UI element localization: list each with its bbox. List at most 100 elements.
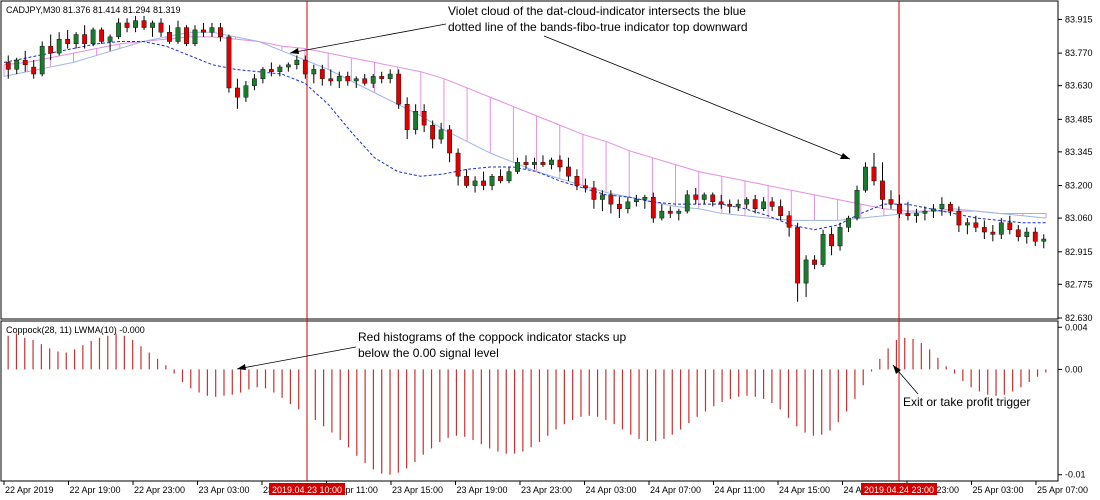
x-tick-label: 23 Apr 19:00: [457, 485, 508, 495]
candle: [829, 227, 834, 256]
candle: [396, 69, 402, 109]
candle-body: [803, 259, 809, 284]
candle-body: [786, 215, 792, 228]
candle-body: [939, 203, 945, 209]
candle-body: [184, 27, 189, 45]
candle: [939, 197, 945, 216]
cloud-arrow-left: [289, 23, 447, 54]
candle-body: [897, 203, 902, 214]
candle: [964, 218, 970, 235]
candle-body: [209, 27, 215, 33]
candle: [192, 25, 198, 47]
candle-body: [362, 78, 368, 84]
candle: [616, 197, 622, 219]
candle: [1007, 215, 1013, 235]
candle-body: [633, 199, 639, 203]
candle-body: [498, 176, 503, 182]
candle-body: [1015, 229, 1021, 237]
candle-body: [150, 22, 155, 28]
candle-body: [22, 59, 28, 65]
candle: [599, 190, 605, 212]
candle-body: [387, 73, 393, 79]
candle-body: [820, 234, 826, 265]
candle-body: [141, 20, 147, 28]
price-y-tick-label: 83.915: [1065, 14, 1093, 24]
price-y-tick-label: 83.345: [1065, 147, 1093, 157]
x-tick-label: 25 Apr 07:00: [1037, 485, 1088, 495]
candle: [956, 206, 962, 233]
price-y-tick-label: 83.060: [1065, 213, 1093, 223]
candle-body: [353, 78, 359, 82]
candle-body: [31, 66, 37, 75]
x-tick-label: 23 Apr 11:00: [328, 485, 378, 495]
coppock-annotation-line-1: Red histograms of the coppock indicator …: [358, 330, 626, 344]
candle-body: [616, 203, 622, 209]
candle: [973, 215, 979, 233]
candle-body: [472, 180, 478, 186]
candle: [947, 201, 953, 216]
candle-body: [1024, 231, 1030, 237]
candle-body: [345, 76, 351, 82]
candle-body: [260, 69, 266, 79]
price-y-tick-label: 83.485: [1065, 114, 1093, 124]
candle-body: [515, 162, 520, 172]
candle: [413, 104, 419, 135]
candle: [73, 32, 79, 49]
candle-body: [65, 38, 71, 45]
candle: [998, 218, 1004, 239]
candle-body: [370, 76, 376, 84]
price-panel-header: CADJPY,M30 81.376 81.414 81.294 81.319: [6, 5, 180, 15]
candle: [353, 76, 359, 88]
candle-body: [39, 45, 45, 75]
candle-body: [812, 259, 817, 265]
candle-body: [116, 22, 121, 38]
candle: [752, 194, 758, 214]
candle-body: [523, 162, 529, 165]
candle-body: [863, 166, 868, 191]
candle-body: [48, 45, 54, 54]
candle: [447, 125, 453, 163]
candle-body: [998, 222, 1004, 235]
candle-body: [464, 176, 469, 186]
x-tick-label: 23 Apr 15:00: [392, 485, 443, 495]
candle: [328, 69, 334, 86]
candle: [489, 173, 495, 191]
candle: [1041, 234, 1047, 249]
candle: [608, 190, 614, 214]
candle-body: [1041, 238, 1047, 242]
candle-body: [642, 196, 648, 200]
candle: [379, 71, 385, 84]
candle: [1024, 227, 1030, 244]
candle: [387, 69, 393, 84]
candle-body: [133, 20, 138, 28]
candle-body: [226, 36, 232, 89]
candle: [676, 208, 682, 221]
candle: [268, 62, 274, 77]
candle-body: [684, 194, 690, 212]
cloud-upper-line: [3, 36, 1046, 214]
x-tick-label: 24 Apr 15:00: [779, 485, 830, 495]
candle: [1032, 227, 1038, 246]
coppock-arrow-head: [237, 364, 246, 370]
x-tick-label: 22 Apr 2019: [5, 485, 54, 495]
cloud-arrow-right: [543, 35, 851, 160]
time-marker-tag-1: [269, 483, 345, 495]
candlesticks: [5, 15, 1047, 302]
candle: [820, 229, 826, 267]
candle-body: [871, 166, 877, 182]
coppock-annotation-line-2: below the 0.00 signal level: [358, 346, 499, 360]
candle: [888, 190, 894, 209]
candle: [201, 22, 206, 37]
candle: [922, 206, 928, 221]
candle-body: [973, 222, 979, 228]
candle-body: [905, 213, 911, 216]
candle: [744, 197, 750, 209]
candle-body: [676, 210, 682, 214]
candle: [285, 62, 291, 72]
candle: [294, 55, 300, 70]
coppock-y-tick-label: 0.00: [1065, 364, 1083, 374]
candle-body: [947, 203, 953, 212]
candle: [345, 71, 351, 86]
candle: [795, 222, 801, 302]
candle-body: [455, 152, 461, 177]
